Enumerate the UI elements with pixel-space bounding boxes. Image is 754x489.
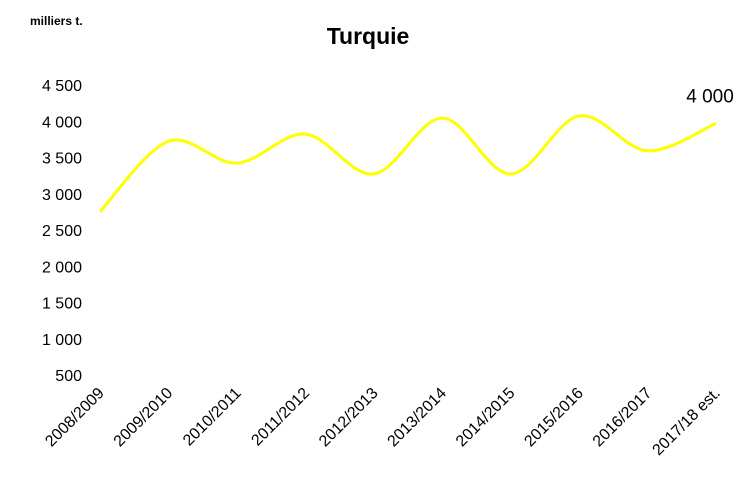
y-tick-label: 2 000 [42,259,82,276]
y-tick-label: 1 500 [42,296,82,313]
y-tick-label: 3 500 [42,151,82,168]
unit-label: milliers t. [30,14,83,28]
x-tick-label: 2015/2016 [521,385,587,451]
x-tick-label: 2014/2015 [453,385,519,451]
y-tick-label: 4 000 [42,114,82,131]
y-tick-label: 1 000 [42,332,82,349]
y-tick-label: 4 500 [42,78,82,95]
data-label: 4 000 [686,86,734,107]
x-tick-label: 2012/2013 [316,385,382,451]
x-tick-label: 2016/2017 [590,385,656,451]
x-tick-label: 2008/2009 [42,385,108,451]
y-tick-label: 3 000 [42,187,82,204]
x-tick-label: 2009/2010 [111,385,177,451]
chart-title: Turquie [327,23,410,49]
x-tick-label: 2011/2012 [248,385,313,450]
x-tick-label: 2010/2011 [180,385,245,450]
x-tick-label: 2017/18 est. [650,385,724,459]
x-tick-label: 2013/2014 [385,385,451,451]
y-tick-label: 2 500 [42,223,82,240]
y-tick-label: 500 [55,368,82,385]
line [98,114,717,213]
